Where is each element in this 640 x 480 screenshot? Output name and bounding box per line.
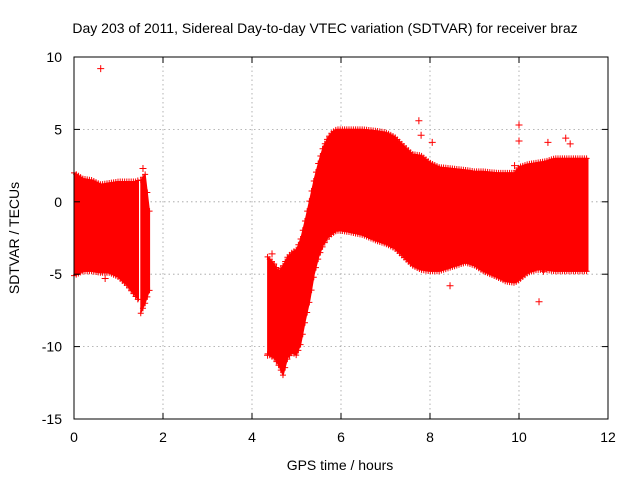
data-point-marker xyxy=(137,310,144,317)
data-series xyxy=(71,65,590,379)
y-tick-label: 5 xyxy=(54,121,62,137)
x-axis-label: GPS time / hours xyxy=(287,457,394,473)
data-point-marker xyxy=(271,355,278,362)
data-point-marker xyxy=(293,352,300,359)
data-point-marker xyxy=(315,160,322,167)
outlier-point xyxy=(139,164,147,172)
outlier-point xyxy=(268,250,276,258)
y-tick-label: 0 xyxy=(54,194,62,210)
outlier-point xyxy=(562,134,570,142)
data-point-marker xyxy=(304,309,311,316)
x-tick-label: 0 xyxy=(70,429,78,445)
data-point-marker xyxy=(295,241,302,248)
data-point-marker xyxy=(304,208,311,215)
data-point-marker xyxy=(284,356,291,363)
outlier-point xyxy=(97,65,105,73)
data-point-marker xyxy=(317,249,324,256)
data-point-marker xyxy=(282,258,289,265)
axes: 0 2 4 6 8 10 12 -15 -10 -5 0 5 10 xyxy=(42,49,616,445)
data-point-marker xyxy=(323,136,330,143)
x-tick-label: 2 xyxy=(159,429,167,445)
data-point-marker xyxy=(146,208,153,215)
data-point-marker xyxy=(282,364,289,371)
data-point-marker xyxy=(312,264,319,271)
data-point-marker xyxy=(144,189,151,196)
data-point-marker xyxy=(306,299,313,306)
data-point-marker xyxy=(583,268,590,275)
x-tick-label: 8 xyxy=(426,429,434,445)
outlier-point xyxy=(580,160,588,168)
data-point-marker xyxy=(321,140,328,147)
data-point-marker xyxy=(275,362,282,369)
y-axis-label: SDTVAR / TECUs xyxy=(6,182,22,294)
data-point-marker xyxy=(134,296,141,303)
data-point-marker xyxy=(279,262,286,269)
outlier-point xyxy=(446,282,454,290)
data-point-marker xyxy=(146,287,153,294)
x-tick-label: 10 xyxy=(511,429,527,445)
data-point-marker xyxy=(297,235,304,242)
outlier-point xyxy=(417,131,425,139)
x-tick-label: 4 xyxy=(248,429,256,445)
data-point-marker xyxy=(271,260,278,267)
y-tick-label: -15 xyxy=(42,411,62,427)
data-point-marker xyxy=(293,246,300,253)
y-tick-label: 10 xyxy=(46,49,62,65)
outlier-point xyxy=(539,267,547,275)
data-point-marker xyxy=(295,347,302,354)
outlier-point xyxy=(566,140,574,148)
outlier-point xyxy=(515,121,523,129)
data-point-marker xyxy=(142,171,149,178)
chart-title: Day 203 of 2011, Sidereal Day-to-day VTE… xyxy=(72,20,577,36)
data-point-marker xyxy=(319,145,326,152)
data-point-marker xyxy=(139,305,146,312)
outlier-point xyxy=(544,138,552,146)
data-point-marker xyxy=(310,178,317,185)
outlier-point xyxy=(511,162,519,170)
data-point-marker xyxy=(306,198,313,205)
data-point-marker xyxy=(308,287,315,294)
data-point-marker xyxy=(583,155,590,162)
x-tick-label: 6 xyxy=(337,429,345,445)
outlier-point xyxy=(535,298,543,306)
outlier-point xyxy=(515,137,523,145)
data-point-marker xyxy=(277,367,284,374)
data-point-marker xyxy=(315,256,322,263)
data-point-marker xyxy=(297,341,304,348)
data-point-marker xyxy=(312,169,319,176)
data-point-marker xyxy=(321,239,328,246)
data-point-marker xyxy=(299,227,306,234)
data-point-marker xyxy=(273,358,280,365)
y-tick-label: -5 xyxy=(50,266,63,282)
data-point-marker xyxy=(142,300,149,307)
outlier-point xyxy=(428,138,436,146)
outlier-point xyxy=(101,275,109,283)
x-tick-label: 12 xyxy=(600,429,616,445)
data-point-marker xyxy=(319,243,326,250)
data-point-marker xyxy=(279,372,286,379)
data-point-marker xyxy=(273,264,280,271)
y-tick-label: -10 xyxy=(42,339,62,355)
data-point-marker xyxy=(144,293,151,300)
outlier-point xyxy=(264,351,272,359)
outlier-point xyxy=(415,117,423,125)
data-point-marker xyxy=(301,217,308,224)
data-point-marker xyxy=(299,331,306,338)
data-point-marker xyxy=(301,319,308,326)
data-point-marker xyxy=(317,152,324,159)
data-point-marker xyxy=(308,188,315,195)
data-point-marker xyxy=(310,274,317,281)
